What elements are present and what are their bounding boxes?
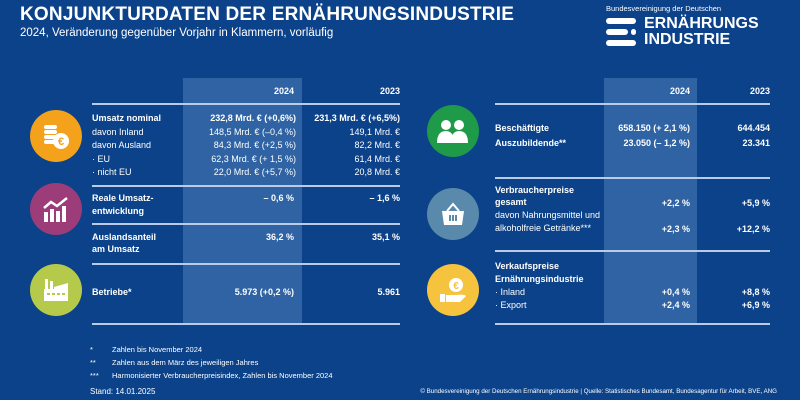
logo-mark-icon: [606, 18, 636, 46]
value-2024: +2,4 %: [661, 300, 690, 310]
row-label: Verkaufspreise: [495, 261, 560, 271]
value-2024: 22,0 Mrd. € (+5,7 %): [213, 167, 296, 177]
right-header-2023: 2023: [749, 86, 770, 96]
value-2023: 35,1 %: [371, 232, 400, 242]
value-2023: 20,8 Mrd. €: [354, 167, 400, 177]
factory-icon: [30, 264, 82, 316]
page-title: KONJUNKTURDATEN DER ERNÄHRUNGSINDUSTRIE: [20, 4, 515, 25]
row-label: Betriebe*: [92, 287, 132, 297]
value-2023: +12,2 %: [736, 224, 770, 234]
row-label: Umsatz nominal: [92, 113, 162, 123]
value-2024: 658.150 (+ 2,1 %): [618, 123, 690, 133]
row-label: am Umsatz: [92, 244, 140, 254]
divider: [92, 185, 400, 187]
people-icon: [427, 105, 479, 157]
row-label: Ernährungsindustrie: [495, 274, 584, 284]
footnote-mark: **: [90, 358, 96, 367]
value-2023: 23.341: [742, 138, 770, 148]
value-2023: +5,9 %: [741, 198, 770, 208]
footnote-mark: *: [90, 345, 93, 354]
value-2023: +6,9 %: [741, 300, 770, 310]
value-2023: 61,4 Mrd. €: [354, 154, 400, 164]
value-2024: +2,2 %: [661, 198, 690, 208]
row-label: Reale Umsatz-: [92, 193, 154, 203]
row-label: Auszubildende**: [495, 138, 567, 148]
value-2024: – 0,6 %: [263, 193, 294, 203]
value-2023: – 1,6 %: [369, 193, 400, 203]
divider: [495, 103, 770, 105]
divider: [92, 263, 400, 265]
value-2024: 23.050 (– 1,2 %): [623, 138, 690, 148]
value-2023: 644.454: [737, 123, 770, 133]
hand-euro-icon: €: [427, 264, 479, 316]
logo-tagline: Bundesvereinigung der Deutschen: [606, 4, 722, 13]
value-2023: 231,3 Mrd. € (+6,5%): [314, 113, 400, 123]
footnote-text: Zahlen aus dem März des jeweiligen Jahre…: [112, 358, 259, 367]
row-label: Beschäftigte: [495, 123, 550, 133]
value-2024: +0,4 %: [661, 287, 690, 297]
row-label: alkoholfreie Getränke***: [495, 223, 592, 233]
stand-date: Stand: 14.01.2025: [90, 387, 156, 396]
value-2024: 148,5 Mrd. € (–0,4 %): [208, 127, 296, 137]
row-label: · Inland: [495, 287, 526, 297]
row-label: davon Ausland: [92, 140, 152, 150]
footnote-text: Harmonisierter Verbraucherpreisindex, Za…: [112, 371, 333, 380]
svg-text:€: €: [453, 281, 459, 292]
page-subtitle: 2024, Veränderung gegenüber Vorjahr in K…: [20, 27, 334, 39]
row-label: entwicklung: [92, 206, 145, 216]
basket-icon: [427, 188, 479, 240]
divider: [495, 250, 770, 252]
left-header-2023: 2023: [379, 86, 400, 96]
coins-euro-icon: €: [30, 110, 82, 162]
value-2024: 84,3 Mrd. € (+2,5 %): [213, 140, 296, 150]
divider: [495, 177, 770, 179]
copyright: © Bundesvereinigung der Deutschen Ernähr…: [420, 388, 777, 395]
value-2024: 36,2 %: [265, 232, 294, 242]
highlight-2024-left: [183, 78, 302, 324]
row-label: · nicht EU: [92, 167, 132, 177]
row-label: davon Nahrungsmittel und: [495, 210, 601, 220]
row-label: gesamt: [495, 197, 527, 207]
value-2024: 5.973 (+0,2 %): [234, 287, 294, 297]
footnote-mark: ***: [90, 371, 99, 380]
growth-chart-icon: [30, 183, 82, 235]
row-label: · Export: [495, 300, 527, 310]
value-2024: +2,3 %: [661, 224, 690, 234]
logo-line2: INDUSTRIE: [644, 31, 731, 48]
divider: [92, 103, 400, 105]
row-label: · EU: [92, 154, 110, 164]
value-2023: 82,2 Mrd. €: [354, 140, 400, 150]
row-label: Verbraucherpreise: [495, 185, 575, 195]
right-header-2024: 2024: [669, 86, 690, 96]
highlight-2024-right: [604, 78, 697, 324]
svg-text:€: €: [58, 136, 64, 148]
row-label: Auslandsanteil: [92, 232, 157, 242]
divider: [92, 223, 400, 225]
logo-line1: ERNÄHRUNGS: [644, 15, 759, 32]
value-2023: 149,1 Mrd. €: [349, 127, 400, 137]
footnote-text: Zahlen bis November 2024: [112, 345, 203, 354]
value-2024: 232,8 Mrd. € (+0,6%): [210, 113, 296, 123]
logo: ERNÄHRUNGS INDUSTRIE: [606, 16, 759, 48]
divider: [495, 323, 770, 325]
value-2023: 5.961: [377, 287, 400, 297]
value-2023: +8,8 %: [741, 287, 770, 297]
row-label: davon Inland: [92, 127, 144, 137]
left-header-2024: 2024: [273, 86, 294, 96]
divider: [92, 323, 400, 325]
value-2024: 62,3 Mrd. € (+ 1,5 %): [211, 154, 296, 164]
